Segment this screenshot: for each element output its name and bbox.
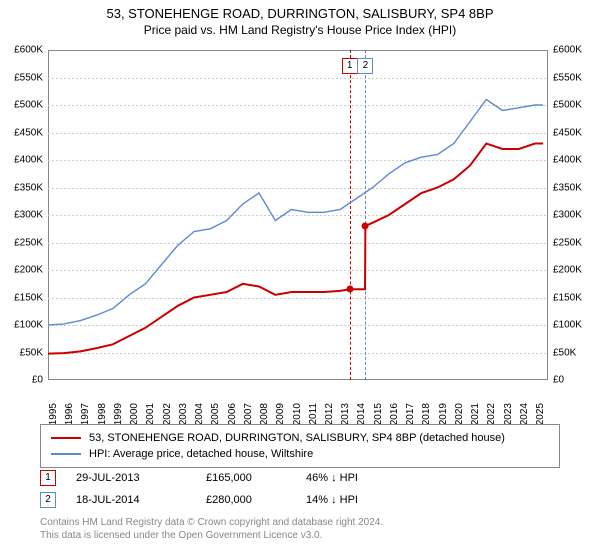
x-axis-tick-label: 2025: [535, 403, 546, 425]
x-axis-tick-label: 2017: [405, 403, 416, 425]
y-axis-tick-label: £250K: [1, 237, 43, 248]
y-axis-tick-label: £300K: [553, 210, 595, 221]
legend-swatch: [51, 437, 81, 439]
x-axis-tick-label: 2020: [454, 403, 465, 425]
x-axis-tick-label: 2000: [129, 403, 140, 425]
y-axis-tick-label: £100K: [1, 320, 43, 331]
y-axis-tick-label: £550K: [553, 72, 595, 83]
events-table: 1 29-JUL-2013 £165,000 46% ↓ HPI 2 18-JU…: [40, 468, 560, 512]
x-axis-tick-label: 2014: [356, 403, 367, 425]
event-price: £280,000: [206, 494, 286, 506]
chart-title: 53, STONEHENGE ROAD, DURRINGTON, SALISBU…: [0, 0, 600, 21]
x-axis-tick-label: 2022: [486, 403, 497, 425]
x-axis-tick-label: 2002: [162, 403, 173, 425]
legend-label: 53, STONEHENGE ROAD, DURRINGTON, SALISBU…: [89, 432, 505, 444]
legend: 53, STONEHENGE ROAD, DURRINGTON, SALISBU…: [40, 424, 560, 468]
x-axis-tick-label: 1997: [80, 403, 91, 425]
chart-area: £0£0£50K£50K£100K£100K£150K£150K£200K£20…: [48, 50, 548, 380]
y-axis-tick-label: £100K: [553, 320, 595, 331]
y-axis-tick-label: £0: [1, 375, 43, 386]
y-axis-tick-label: £550K: [1, 72, 43, 83]
chart-lines: [48, 50, 548, 380]
attribution-line: This data is licensed under the Open Gov…: [40, 529, 560, 542]
x-axis-tick-label: 1998: [97, 403, 108, 425]
sale-point: [346, 286, 353, 293]
x-axis-tick-label: 2011: [308, 403, 319, 425]
chart-subtitle: Price paid vs. HM Land Registry's House …: [0, 21, 600, 37]
y-axis-tick-label: £150K: [1, 292, 43, 303]
legend-label: HPI: Average price, detached house, Wilt…: [89, 448, 313, 460]
x-axis-tick-label: 2013: [340, 403, 351, 425]
x-axis-tick-label: 2024: [519, 403, 530, 425]
event-marker: 1: [342, 58, 358, 74]
y-axis-tick-label: £250K: [553, 237, 595, 248]
y-axis-tick-label: £0: [553, 375, 595, 386]
sale-point: [362, 223, 369, 230]
y-axis-tick-label: £500K: [1, 100, 43, 111]
x-axis-tick-label: 2021: [470, 403, 481, 425]
x-axis-tick-label: 2004: [194, 403, 205, 425]
event-badge: 1: [40, 470, 56, 486]
x-axis-tick-label: 1999: [113, 403, 124, 425]
x-axis-tick-label: 2018: [421, 403, 432, 425]
legend-item: HPI: Average price, detached house, Wilt…: [49, 446, 551, 462]
x-axis-tick-label: 2019: [438, 403, 449, 425]
y-axis-tick-label: £450K: [1, 127, 43, 138]
y-axis-tick-label: £50K: [1, 347, 43, 358]
x-axis-tick-label: 1996: [64, 403, 75, 425]
y-axis-tick-label: £350K: [1, 182, 43, 193]
x-axis-tick-label: 2010: [292, 403, 303, 425]
y-axis-tick-label: £400K: [1, 155, 43, 166]
attribution-line: Contains HM Land Registry data © Crown c…: [40, 516, 560, 529]
y-axis-tick-label: £400K: [553, 155, 595, 166]
event-price: £165,000: [206, 472, 286, 484]
x-axis-tick-label: 2009: [275, 403, 286, 425]
x-axis-tick-label: 2003: [178, 403, 189, 425]
legend-item: 53, STONEHENGE ROAD, DURRINGTON, SALISBU…: [49, 430, 551, 446]
y-axis-tick-label: £500K: [553, 100, 595, 111]
event-row: 1 29-JUL-2013 £165,000 46% ↓ HPI: [40, 468, 560, 488]
attribution: Contains HM Land Registry data © Crown c…: [40, 516, 560, 542]
y-axis-tick-label: £300K: [1, 210, 43, 221]
y-axis-tick-label: £600K: [1, 45, 43, 56]
x-axis-tick-label: 2012: [324, 403, 335, 425]
y-axis-tick-label: £150K: [553, 292, 595, 303]
x-axis-tick-label: 2001: [145, 403, 156, 425]
event-row: 2 18-JUL-2014 £280,000 14% ↓ HPI: [40, 490, 560, 510]
x-axis-tick-label: 2023: [503, 403, 514, 425]
event-delta: 46% ↓ HPI: [306, 472, 358, 484]
x-axis-tick-label: 2015: [373, 403, 384, 425]
event-delta: 14% ↓ HPI: [306, 494, 358, 506]
x-axis-tick-label: 2016: [389, 403, 400, 425]
x-axis-tick-label: 2006: [227, 403, 238, 425]
legend-swatch: [51, 453, 81, 454]
series-price_paid: [48, 144, 543, 354]
y-axis-tick-label: £200K: [1, 265, 43, 276]
event-date: 29-JUL-2013: [76, 472, 186, 484]
x-axis-tick-label: 2005: [210, 403, 221, 425]
x-axis-tick-label: 1995: [48, 403, 59, 425]
x-axis-tick-label: 2008: [259, 403, 270, 425]
y-axis-tick-label: £600K: [553, 45, 595, 56]
x-axis-tick-label: 2007: [243, 403, 254, 425]
event-marker: 2: [357, 58, 373, 74]
y-axis-tick-label: £450K: [553, 127, 595, 138]
y-axis-tick-label: £350K: [553, 182, 595, 193]
y-axis-tick-label: £200K: [553, 265, 595, 276]
event-date: 18-JUL-2014: [76, 494, 186, 506]
y-axis-tick-label: £50K: [553, 347, 595, 358]
event-badge: 2: [40, 492, 56, 508]
